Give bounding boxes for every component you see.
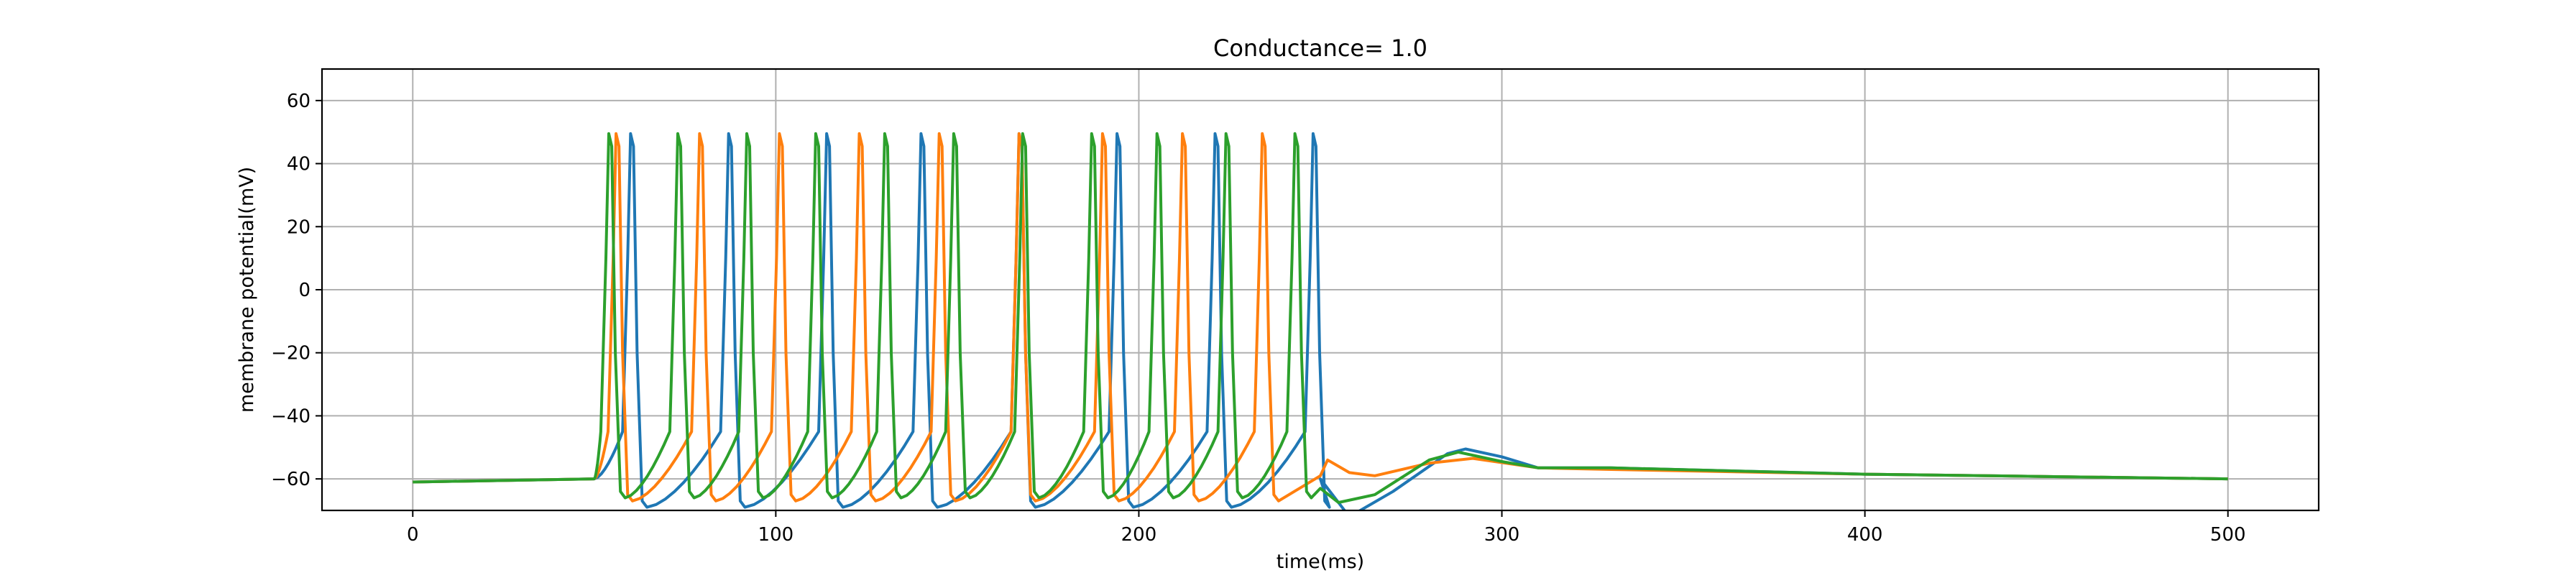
series-layer xyxy=(413,132,2228,510)
y-tick-label: 20 xyxy=(287,216,310,238)
x-tick-label: 500 xyxy=(2210,524,2246,546)
y-tick-label: 0 xyxy=(298,280,310,301)
y-tick-label: −40 xyxy=(271,405,310,427)
x-tick-label: 200 xyxy=(1121,524,1157,546)
x-axis-label: time(ms) xyxy=(1276,551,1364,573)
x-tick-label: 400 xyxy=(1847,524,1883,546)
chart-title: Conductance= 1.0 xyxy=(1213,35,1427,62)
x-tick-label: 300 xyxy=(1484,524,1520,546)
y-tick-label: 40 xyxy=(287,154,310,175)
x-tick-label: 100 xyxy=(758,524,794,546)
series-line-1 xyxy=(413,132,2228,510)
x-tick-label: 0 xyxy=(407,524,419,546)
series-line-3 xyxy=(413,132,2228,504)
y-tick-label: −60 xyxy=(271,469,310,490)
y-axis-label: membrane potential(mV) xyxy=(236,167,258,413)
series-line-2 xyxy=(413,132,2228,503)
y-tick-label: −20 xyxy=(271,343,310,364)
tick-layer: 0 100 200 300 400 500 −60 −40 −20 0 20 40 60 xyxy=(271,91,2245,546)
y-tick-label: 60 xyxy=(287,91,310,112)
